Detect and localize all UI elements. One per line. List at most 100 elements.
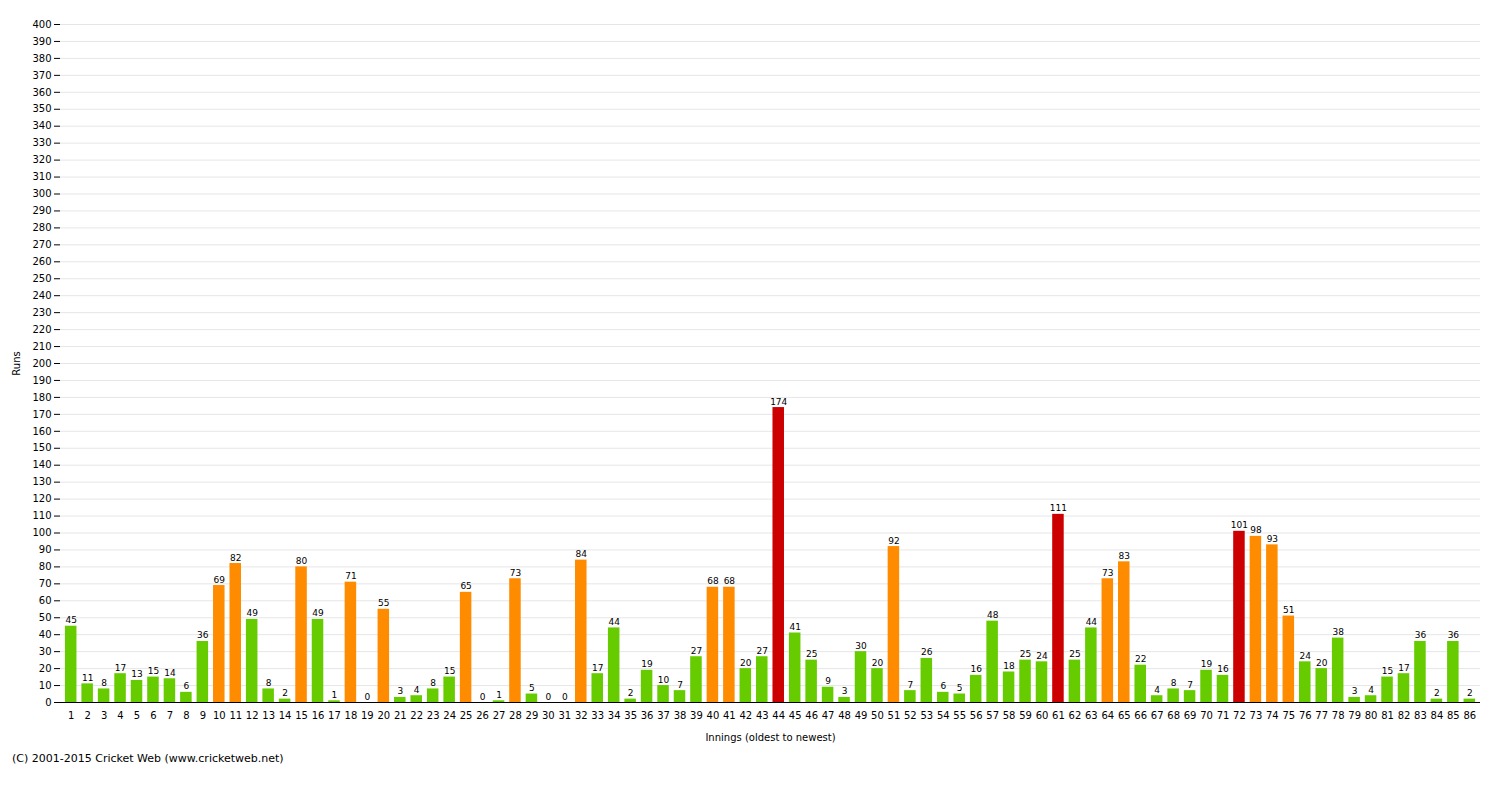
svg-text:81: 81 — [1381, 710, 1394, 721]
svg-text:7: 7 — [167, 710, 173, 721]
svg-text:170: 170 — [32, 409, 51, 420]
svg-text:18: 18 — [1003, 661, 1015, 671]
svg-text:19: 19 — [1201, 659, 1213, 669]
svg-text:34: 34 — [608, 710, 621, 721]
svg-text:310: 310 — [32, 171, 51, 182]
svg-text:15: 15 — [1382, 666, 1393, 676]
svg-text:44: 44 — [1086, 617, 1098, 627]
svg-text:4: 4 — [1368, 685, 1374, 695]
svg-text:42: 42 — [739, 710, 752, 721]
svg-text:78: 78 — [1332, 710, 1345, 721]
svg-text:210: 210 — [32, 341, 51, 352]
svg-text:25: 25 — [460, 710, 473, 721]
svg-text:64: 64 — [1101, 710, 1114, 721]
svg-text:390: 390 — [32, 36, 51, 47]
svg-text:250: 250 — [32, 273, 51, 284]
svg-text:4: 4 — [117, 710, 123, 721]
svg-text:8: 8 — [430, 678, 436, 688]
svg-text:27: 27 — [691, 646, 702, 656]
svg-text:69: 69 — [214, 575, 226, 585]
svg-text:9: 9 — [200, 710, 206, 721]
svg-text:260: 260 — [32, 256, 51, 267]
svg-text:32: 32 — [575, 710, 588, 721]
svg-text:110: 110 — [32, 510, 51, 521]
svg-text:51: 51 — [1283, 605, 1294, 615]
svg-text:19: 19 — [641, 659, 653, 669]
svg-text:82: 82 — [1398, 710, 1411, 721]
svg-text:45: 45 — [789, 710, 802, 721]
svg-text:17: 17 — [1398, 663, 1409, 673]
svg-text:85: 85 — [1447, 710, 1460, 721]
svg-text:360: 360 — [32, 87, 51, 98]
svg-text:70: 70 — [39, 578, 52, 589]
svg-text:9: 9 — [825, 676, 831, 686]
svg-text:41: 41 — [789, 622, 800, 632]
svg-text:16: 16 — [970, 664, 982, 674]
svg-text:23: 23 — [427, 710, 440, 721]
svg-text:Runs: Runs — [11, 351, 22, 375]
svg-text:49: 49 — [855, 710, 868, 721]
svg-text:0: 0 — [480, 692, 486, 702]
svg-text:72: 72 — [1233, 710, 1246, 721]
svg-text:66: 66 — [1134, 710, 1147, 721]
svg-text:62: 62 — [1069, 710, 1082, 721]
svg-text:14: 14 — [164, 668, 176, 678]
svg-text:174: 174 — [770, 397, 787, 407]
svg-text:2: 2 — [1434, 688, 1440, 698]
svg-text:4: 4 — [1154, 685, 1160, 695]
svg-text:24: 24 — [1300, 651, 1312, 661]
svg-text:320: 320 — [32, 154, 51, 165]
svg-text:111: 111 — [1050, 503, 1067, 513]
svg-text:80: 80 — [296, 556, 308, 566]
svg-text:73: 73 — [1102, 568, 1113, 578]
svg-text:180: 180 — [32, 392, 51, 403]
svg-text:27: 27 — [757, 646, 768, 656]
svg-text:0: 0 — [546, 692, 552, 702]
svg-text:63: 63 — [1085, 710, 1098, 721]
svg-text:50: 50 — [39, 612, 52, 623]
svg-text:10: 10 — [658, 675, 670, 685]
svg-text:79: 79 — [1348, 710, 1361, 721]
svg-text:65: 65 — [1118, 710, 1131, 721]
svg-text:31: 31 — [558, 710, 571, 721]
svg-text:27: 27 — [493, 710, 506, 721]
svg-text:22: 22 — [1135, 654, 1146, 664]
svg-text:14: 14 — [279, 710, 292, 721]
svg-text:73: 73 — [510, 568, 521, 578]
svg-text:240: 240 — [32, 290, 51, 301]
svg-text:82: 82 — [230, 553, 241, 563]
svg-text:7: 7 — [907, 680, 913, 690]
svg-text:47: 47 — [822, 710, 835, 721]
svg-text:340: 340 — [32, 120, 51, 131]
svg-text:45: 45 — [65, 615, 76, 625]
svg-text:15: 15 — [444, 666, 455, 676]
svg-text:29: 29 — [526, 710, 539, 721]
svg-text:84: 84 — [1431, 710, 1444, 721]
svg-text:20: 20 — [872, 658, 884, 668]
svg-text:11: 11 — [82, 673, 93, 683]
svg-text:51: 51 — [888, 710, 901, 721]
svg-text:20: 20 — [740, 658, 752, 668]
svg-text:40: 40 — [707, 710, 720, 721]
svg-text:57: 57 — [986, 710, 999, 721]
svg-text:5: 5 — [957, 683, 963, 693]
svg-text:68: 68 — [724, 576, 736, 586]
svg-text:52: 52 — [904, 710, 917, 721]
svg-text:0: 0 — [45, 697, 51, 708]
svg-text:83: 83 — [1119, 551, 1130, 561]
svg-text:17: 17 — [328, 710, 341, 721]
svg-text:83: 83 — [1414, 710, 1427, 721]
svg-text:39: 39 — [690, 710, 703, 721]
svg-text:4: 4 — [414, 685, 420, 695]
svg-text:92: 92 — [888, 536, 899, 546]
svg-text:6: 6 — [150, 710, 156, 721]
svg-text:2: 2 — [628, 688, 634, 698]
svg-text:26: 26 — [476, 710, 489, 721]
svg-text:1: 1 — [68, 710, 74, 721]
svg-text:37: 37 — [657, 710, 670, 721]
svg-text:1: 1 — [496, 690, 502, 700]
svg-text:77: 77 — [1315, 710, 1328, 721]
svg-text:44: 44 — [772, 710, 785, 721]
svg-text:86: 86 — [1463, 710, 1476, 721]
svg-text:220: 220 — [32, 324, 51, 335]
